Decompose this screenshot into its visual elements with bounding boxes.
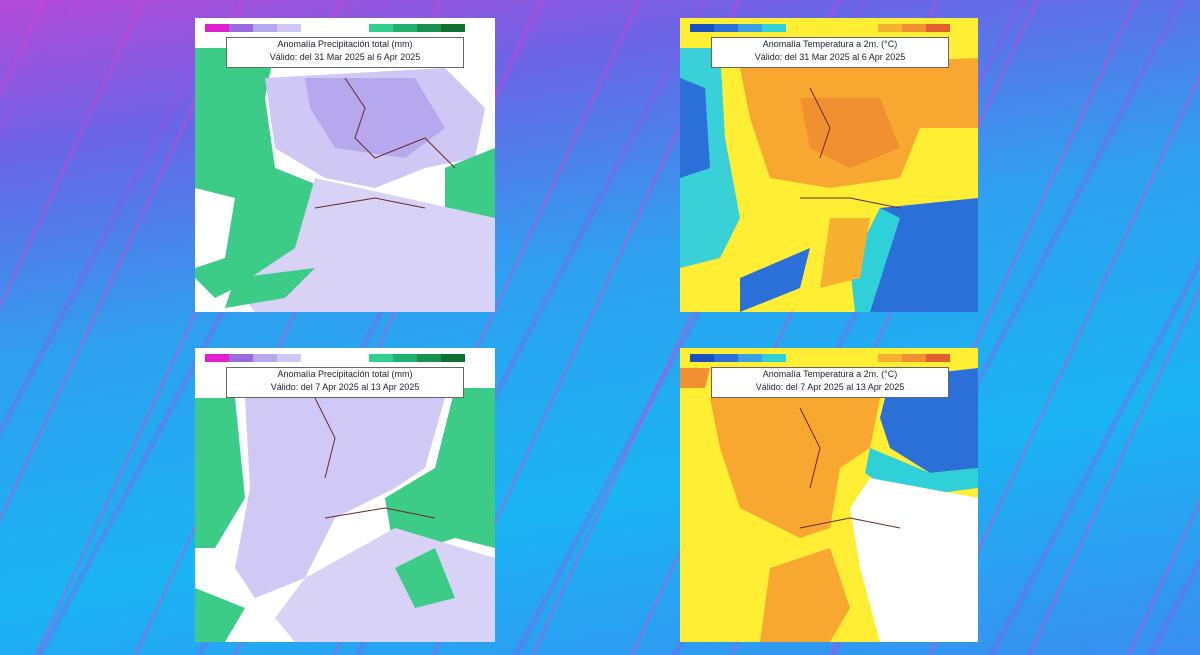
map-title: Anomalía Temperatura a 2m. (°C) — [762, 39, 898, 49]
map-validity: Válido: del 7 Apr 2025 al 13 Apr 2025 — [270, 382, 420, 392]
map-validity: Válido: del 31 Mar 2025 al 6 Apr 2025 — [754, 52, 906, 62]
map-title: Anomalía Precipitación total (mm) — [277, 39, 413, 49]
map-title: Anomalía Precipitación total (mm) — [277, 369, 413, 379]
title-box: Anomalía Precipitación total (mm) Válido… — [226, 367, 464, 398]
map-panel: Anomalía Temperatura a 2m. (°C) Válido: … — [680, 348, 978, 642]
colorbar — [205, 354, 465, 362]
title-box: Anomalía Temperatura a 2m. (°C) Válido: … — [711, 367, 949, 398]
colorbar — [690, 354, 950, 362]
map-validity: Válido: del 7 Apr 2025 al 13 Apr 2025 — [755, 382, 905, 392]
map-title: Anomalía Temperatura a 2m. (°C) — [762, 369, 898, 379]
map-validity: Válido: del 31 Mar 2025 al 6 Apr 2025 — [269, 52, 421, 62]
colorbar — [205, 24, 465, 32]
map-panel: Anomalía Temperatura a 2m. (°C) Válido: … — [680, 18, 978, 312]
colorbar — [690, 24, 950, 32]
map-panel: Anomalía Precipitación total (mm) Válido… — [195, 348, 495, 642]
title-box: Anomalía Precipitación total (mm) Válido… — [226, 37, 464, 68]
map-panel: Anomalía Precipitación total (mm) Válido… — [195, 18, 495, 312]
title-box: Anomalía Temperatura a 2m. (°C) Válido: … — [711, 37, 949, 68]
